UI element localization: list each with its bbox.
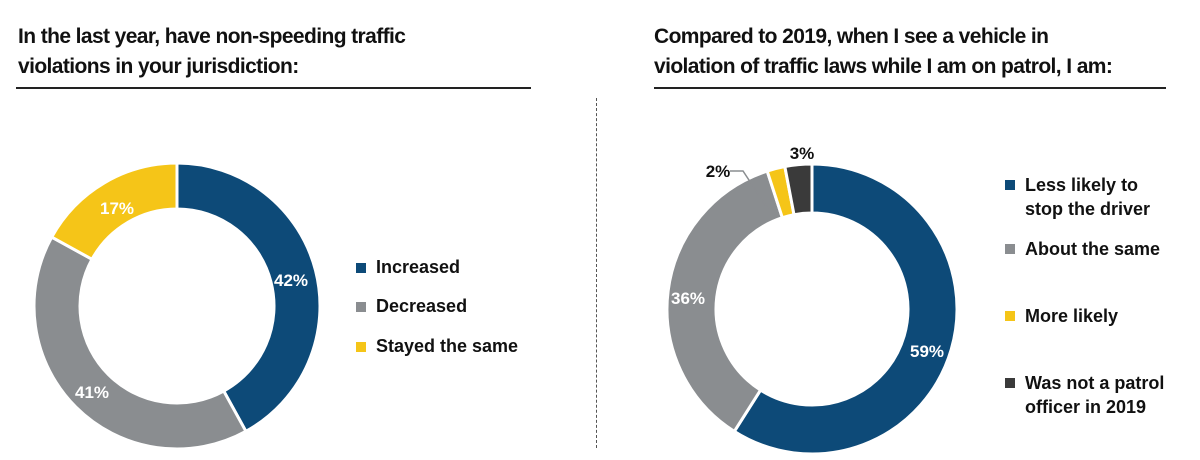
- donut-slice-decreased: [32, 235, 248, 451]
- chart2-title-rule: [654, 87, 1166, 89]
- legend-item-more-likely: More likely: [1005, 304, 1118, 328]
- legend-label-line: Was not a patrol: [1025, 373, 1165, 393]
- legend-label-line: Less likely to: [1025, 175, 1139, 195]
- data-label: 3%: [790, 144, 815, 163]
- legend-item-about-the-same: About the same: [1005, 237, 1160, 261]
- donut-slice-increased: [175, 161, 322, 434]
- legend-label: Stayed the same: [376, 336, 519, 356]
- legend-item-decreased: Decreased: [356, 294, 467, 318]
- legend-swatch: [356, 263, 366, 273]
- legend-label-line: officer in 2019: [1025, 397, 1147, 417]
- leader-line: [730, 170, 771, 213]
- legend-label-line: stop the driver: [1025, 199, 1151, 219]
- donut-slice-about-the-same: [665, 169, 785, 434]
- chart2-donut: 59% 36% 2% 3%: [665, 144, 959, 456]
- chart1-title-line-2: violations in your jurisdiction:: [18, 55, 299, 78]
- legend-label: Less likely to stop the driver: [1025, 173, 1150, 221]
- chart2-title-line-1: Compared to 2019, when I see a vehicle i…: [654, 25, 1049, 48]
- legend-swatch: [1005, 244, 1015, 254]
- chart1-title-rule: [16, 87, 531, 89]
- legend-item-increased: Increased: [356, 255, 460, 279]
- donut-slice-less-likely-to-stop-the-driver: [732, 162, 959, 456]
- chart2-title-line-2: violation of traffic laws while I am on …: [654, 55, 1113, 78]
- legend-swatch: [1005, 378, 1015, 388]
- chart1-donut: 42% 41% 17%: [32, 161, 322, 451]
- legend-swatch: [356, 342, 366, 352]
- legend-item-stayed-the-same: Stayed the same: [356, 334, 518, 358]
- legend-item-not-patrol-officer: Was not a patrol officer in 2019: [1005, 371, 1164, 419]
- legend-label: Was not a patrol officer in 2019: [1025, 371, 1164, 419]
- legend-swatch: [1005, 180, 1015, 190]
- legend-label: About the same: [1025, 239, 1161, 259]
- chart1-title: In the last year, have non-speeding traf…: [18, 22, 406, 82]
- panel-divider: [596, 98, 597, 448]
- legend-swatch: [1005, 311, 1015, 321]
- data-label: 36%: [671, 289, 705, 308]
- data-label: 59%: [910, 342, 944, 361]
- legend-swatch: [356, 302, 366, 312]
- donut-slice-stayed-the-same: [49, 161, 179, 262]
- legend-label: Decreased: [376, 296, 468, 316]
- data-label: 2%: [706, 162, 731, 181]
- chart1-title-line-1: In the last year, have non-speeding traf…: [18, 25, 406, 48]
- legend-label: More likely: [1025, 306, 1119, 326]
- legend-label: Increased: [376, 257, 461, 277]
- data-label: 42%: [274, 271, 308, 290]
- legend-item-less-likely: Less likely to stop the driver: [1005, 173, 1150, 221]
- donut-slice-was-not-a-patrol-officer-in-2019: [783, 162, 814, 217]
- data-label: 41%: [75, 383, 109, 402]
- chart2-title: Compared to 2019, when I see a vehicle i…: [654, 22, 1113, 82]
- data-label: 17%: [100, 199, 134, 218]
